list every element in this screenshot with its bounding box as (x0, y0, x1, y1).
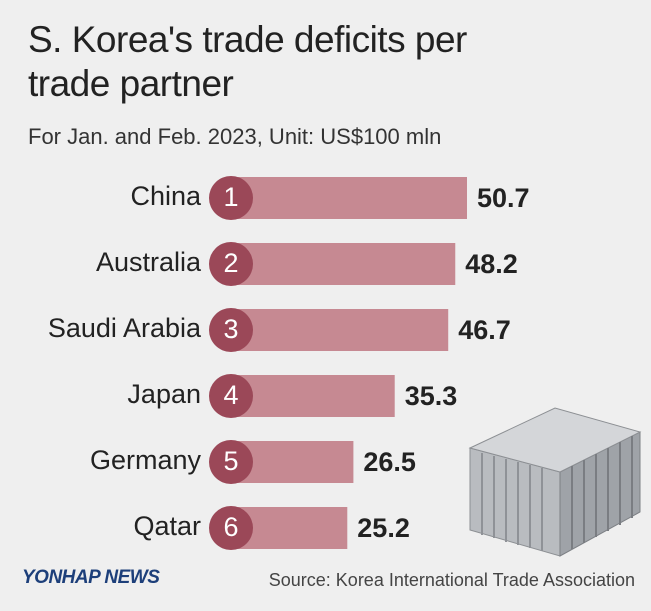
bar (229, 309, 449, 351)
rank-badge (209, 242, 253, 286)
logo: YONHAP NEWS (22, 567, 160, 588)
rank-label: 5 (223, 446, 238, 476)
rank-label: 4 (223, 380, 238, 410)
category-label: Qatar (133, 511, 201, 541)
category-label: Germany (90, 445, 202, 475)
source-note: Source: Korea International Trade Associ… (268, 570, 635, 590)
category-label: Australia (96, 247, 202, 277)
rank-label: 1 (223, 182, 238, 212)
value-label: 48.2 (465, 249, 518, 279)
value-label: 26.5 (363, 447, 416, 477)
container-illustration (468, 407, 642, 557)
value-label: 35.3 (405, 381, 458, 411)
rank-label: 6 (223, 512, 238, 542)
rank-label: 3 (223, 314, 238, 344)
bar (229, 375, 395, 417)
rank-badge (209, 374, 253, 418)
value-label: 25.2 (357, 513, 410, 543)
value-label: 46.7 (458, 315, 511, 345)
rank-badge (209, 308, 253, 352)
chart-title: S. Korea's trade deficits per trade part… (28, 19, 467, 104)
category-label: Japan (127, 379, 201, 409)
category-label: Saudi Arabia (48, 313, 202, 343)
bar (229, 177, 467, 219)
category-label: China (130, 181, 202, 211)
bar (229, 243, 456, 285)
rank-badge (209, 440, 253, 484)
rank-label: 2 (223, 248, 238, 278)
rank-badge (209, 176, 253, 220)
chart-subtitle: For Jan. and Feb. 2023, Unit: US$100 mln (28, 124, 442, 149)
rank-badge (209, 506, 253, 550)
value-label: 50.7 (477, 183, 530, 213)
